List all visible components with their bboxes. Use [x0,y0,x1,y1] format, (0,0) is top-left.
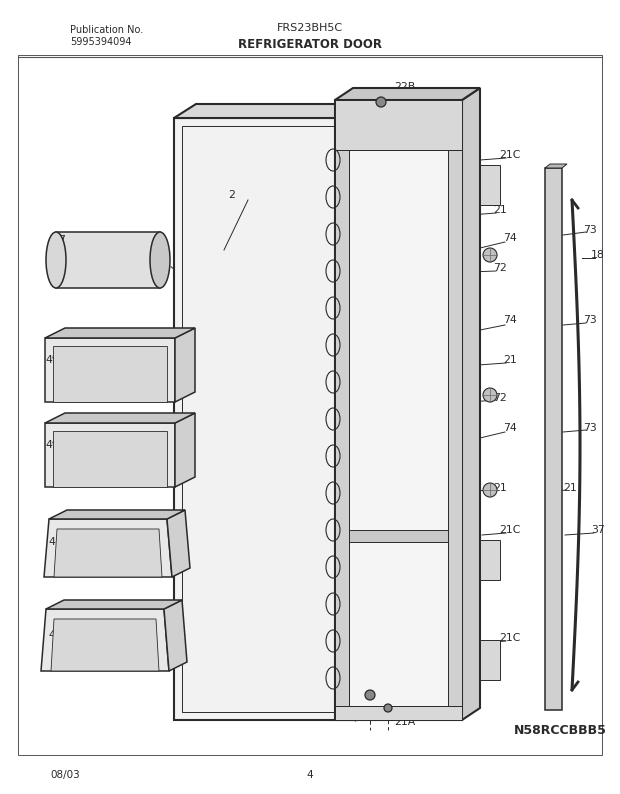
Circle shape [384,704,392,712]
Ellipse shape [150,232,170,288]
Polygon shape [49,510,185,519]
Polygon shape [545,164,567,168]
Text: 18: 18 [591,250,605,260]
Polygon shape [41,609,169,671]
Polygon shape [480,540,500,580]
Text: 21C: 21C [499,150,521,160]
Text: 21C: 21C [499,525,521,535]
Polygon shape [335,100,462,150]
Text: 21: 21 [503,355,517,365]
Text: 21C: 21C [499,633,521,643]
Text: 73: 73 [583,315,597,325]
Polygon shape [335,706,462,720]
Polygon shape [45,413,195,423]
Text: Publication No.: Publication No. [70,25,143,35]
Polygon shape [174,118,356,720]
Polygon shape [175,413,195,487]
Ellipse shape [46,232,66,288]
Text: 21A: 21A [394,717,415,727]
Text: 49: 49 [45,355,59,365]
Polygon shape [462,88,480,720]
Polygon shape [46,600,182,609]
Polygon shape [349,530,448,542]
Text: 21: 21 [563,483,577,493]
Polygon shape [175,328,195,402]
Text: 21: 21 [493,483,507,493]
Polygon shape [356,104,378,720]
Text: 2: 2 [229,190,236,200]
Text: 4: 4 [48,630,55,640]
Text: 74: 74 [503,233,517,243]
Polygon shape [545,168,562,710]
Text: 15: 15 [438,100,452,110]
Text: 72: 72 [493,393,507,403]
Polygon shape [174,104,378,118]
Text: 7: 7 [58,235,66,245]
Text: 74: 74 [503,315,517,325]
Polygon shape [53,431,167,487]
Text: 21: 21 [493,205,507,215]
Circle shape [365,690,375,700]
Circle shape [483,388,497,402]
Polygon shape [51,619,159,671]
Polygon shape [167,510,190,577]
Circle shape [483,483,497,497]
Polygon shape [164,600,187,671]
Circle shape [483,248,497,262]
Text: 74: 74 [503,423,517,433]
Polygon shape [448,150,462,706]
Polygon shape [53,346,167,402]
Text: 37: 37 [591,525,605,535]
Polygon shape [44,519,172,577]
Text: FRS23BH5C: FRS23BH5C [277,23,343,33]
Polygon shape [56,232,160,288]
Text: 13: 13 [448,680,462,690]
Text: 22: 22 [348,703,362,713]
Polygon shape [335,88,480,100]
Polygon shape [45,423,175,487]
Polygon shape [335,150,349,706]
Text: 73: 73 [583,423,597,433]
Text: 73: 73 [583,225,597,235]
Text: 5995394094: 5995394094 [70,37,131,47]
Polygon shape [480,165,500,205]
Text: N58RCCBBB5: N58RCCBBB5 [513,723,606,737]
Polygon shape [45,328,195,338]
Text: 08/03: 08/03 [50,770,80,780]
Text: 4: 4 [307,770,313,780]
Text: 4: 4 [48,537,55,547]
Polygon shape [480,640,500,680]
Text: 22B: 22B [394,82,415,92]
Polygon shape [335,100,462,720]
Polygon shape [45,338,175,402]
Polygon shape [349,150,448,706]
Text: 72: 72 [493,263,507,273]
Circle shape [376,97,386,107]
Text: 49: 49 [45,440,59,450]
Polygon shape [54,529,162,577]
Text: REFRIGERATOR DOOR: REFRIGERATOR DOOR [238,37,382,51]
